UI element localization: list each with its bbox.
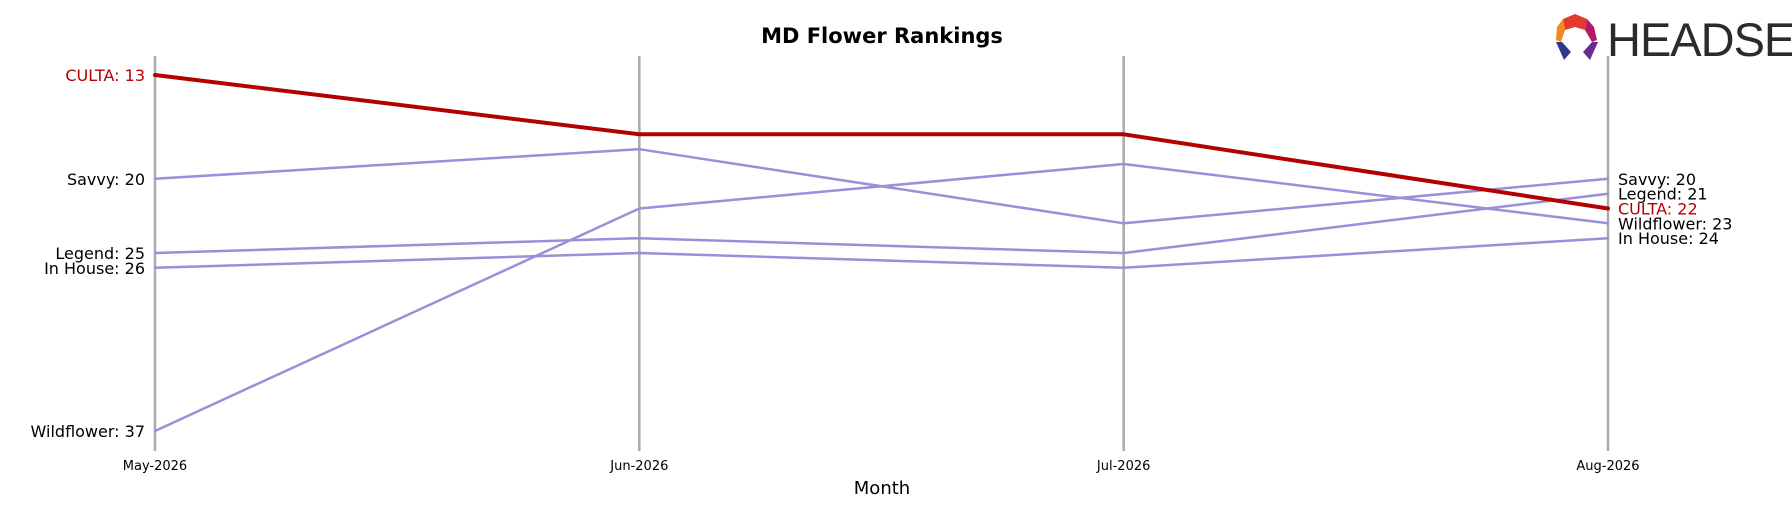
month-axes	[153, 56, 1610, 451]
end-label-wildflower: Wildflower: 23	[1618, 214, 1732, 233]
series-line-legend	[153, 192, 1610, 255]
chart-title: MD Flower Rankings	[761, 24, 1003, 48]
end-label-savvy: Savvy: 20	[1618, 170, 1696, 189]
start-label-in-house: In House: 26	[44, 259, 145, 278]
series-line-wildflower	[153, 162, 1610, 433]
x-tick-label: Aug-2026	[1576, 459, 1639, 474]
x-tick-labels: May-2026 Jun-2026 Jul-2026 Aug-2026	[123, 459, 1640, 474]
x-tick-label: Jul-2026	[1096, 459, 1150, 474]
start-label-wildflower: Wildflower: 37	[31, 422, 145, 441]
x-axis-label: Month	[854, 478, 910, 499]
headset-logo: HEADSET	[1556, 13, 1792, 66]
x-tick-label: May-2026	[123, 459, 187, 474]
x-tick-label: Jun-2026	[609, 459, 668, 474]
start-label-savvy: Savvy: 20	[67, 170, 145, 189]
headset-logo-text: HEADSET	[1607, 13, 1792, 66]
series-lines	[153, 73, 1610, 433]
end-label-in-house: In House: 24	[1618, 229, 1719, 248]
series-line-in-house	[153, 236, 1610, 270]
start-label-legend: Legend: 25	[55, 244, 145, 263]
headset-logo-icon	[1556, 14, 1598, 60]
end-label-legend: Legend: 21	[1618, 185, 1708, 204]
end-label-culta: CULTA: 22	[1618, 200, 1698, 219]
start-label-culta: CULTA: 13	[65, 66, 145, 85]
series-line-culta	[153, 73, 1610, 211]
